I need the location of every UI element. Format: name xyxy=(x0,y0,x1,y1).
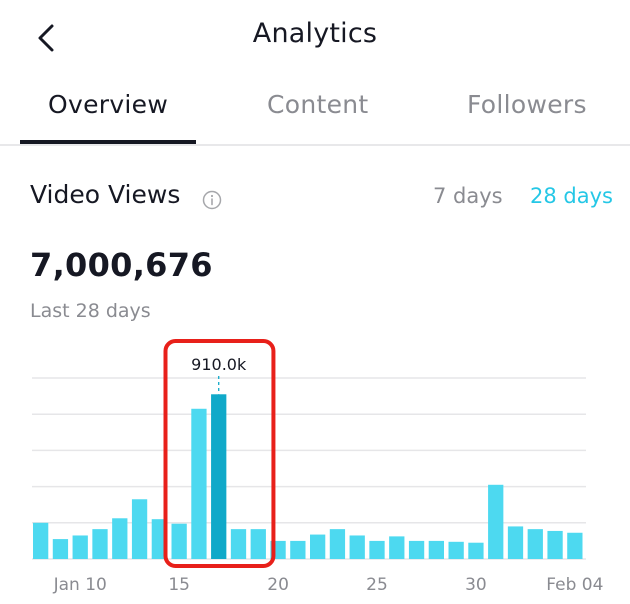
x-tick-label: 25 xyxy=(366,575,388,595)
total-views-value: 7,000,676 xyxy=(30,246,213,284)
tab-overview[interactable]: Overview xyxy=(48,90,169,119)
highlight-box xyxy=(163,339,276,568)
x-axis-ticks: Jan 10 15 20 25 30 Feb 04 xyxy=(53,575,604,595)
bar[interactable] xyxy=(191,408,207,559)
bar[interactable] xyxy=(72,535,88,559)
bar[interactable] xyxy=(488,484,504,559)
bar[interactable] xyxy=(389,536,405,559)
bar[interactable] xyxy=(112,518,128,559)
video-views-header: Video Views 7 days 28 days xyxy=(0,178,630,218)
back-button[interactable] xyxy=(26,18,66,58)
bar[interactable] xyxy=(310,534,326,559)
bar[interactable] xyxy=(250,529,266,559)
page-title: Analytics xyxy=(252,18,378,49)
bar-chart-svg: 910.0k Jan 10 15 20 25 30 Feb 04 xyxy=(32,339,604,595)
chart-bars xyxy=(33,394,583,559)
x-tick-label: 20 xyxy=(267,575,289,595)
x-tick-label: Jan 10 xyxy=(53,575,107,595)
bar[interactable] xyxy=(527,529,543,559)
bar[interactable] xyxy=(329,529,346,559)
range-7-days[interactable]: 7 days xyxy=(433,184,503,208)
bar[interactable] xyxy=(468,542,484,559)
section-title: Video Views xyxy=(30,180,181,209)
tooltip-value: 910.0k xyxy=(191,355,247,374)
bar[interactable] xyxy=(408,540,425,559)
bar[interactable] xyxy=(131,499,148,559)
bar[interactable] xyxy=(230,529,247,559)
bar[interactable] xyxy=(428,540,444,559)
bar[interactable] xyxy=(171,523,187,559)
active-tab-indicator xyxy=(20,140,196,144)
bar[interactable] xyxy=(92,529,108,559)
x-tick-label: Feb 04 xyxy=(546,575,603,595)
bar-selected[interactable] xyxy=(211,394,227,559)
tab-followers[interactable]: Followers xyxy=(467,90,587,119)
period-label: Last 28 days xyxy=(30,300,151,322)
bar[interactable] xyxy=(567,532,583,559)
bar[interactable] xyxy=(290,540,306,559)
info-icon[interactable] xyxy=(202,190,222,210)
x-tick-label: 15 xyxy=(168,575,190,595)
video-views-chart: 910.0k Jan 10 15 20 25 30 Feb 04 xyxy=(0,330,630,604)
bar[interactable] xyxy=(448,541,464,559)
bar[interactable] xyxy=(369,540,385,559)
bar[interactable] xyxy=(151,519,167,559)
x-tick-label: 30 xyxy=(465,575,487,595)
tab-bar: Overview Content Followers xyxy=(0,76,630,146)
top-bar: Analytics xyxy=(0,0,630,76)
bar[interactable] xyxy=(52,539,69,559)
chevron-left-icon xyxy=(38,24,54,52)
tab-content[interactable]: Content xyxy=(267,90,369,119)
range-28-days[interactable]: 28 days xyxy=(530,184,613,208)
bar[interactable] xyxy=(349,535,365,559)
bar[interactable] xyxy=(33,522,49,559)
bar[interactable] xyxy=(547,530,563,559)
bar[interactable] xyxy=(507,526,524,559)
